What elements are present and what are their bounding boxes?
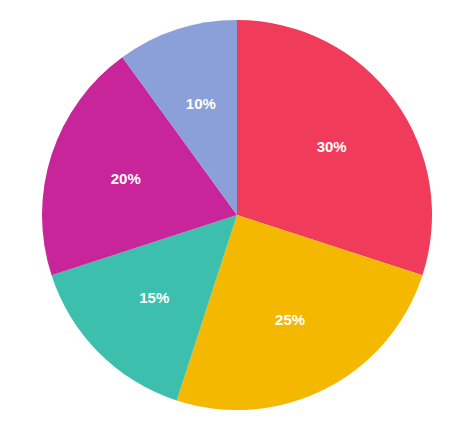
data-label: 10% — [186, 95, 216, 112]
data-label: 20% — [111, 170, 141, 187]
data-labels: 30% 25% 15% 20% 10% — [111, 95, 347, 328]
pie — [42, 20, 432, 410]
data-label: 30% — [317, 138, 347, 155]
data-label: 25% — [275, 311, 305, 328]
data-label: 15% — [139, 289, 169, 306]
chart: 30% 25% 15% 20% 10% — [0, 0, 474, 430]
